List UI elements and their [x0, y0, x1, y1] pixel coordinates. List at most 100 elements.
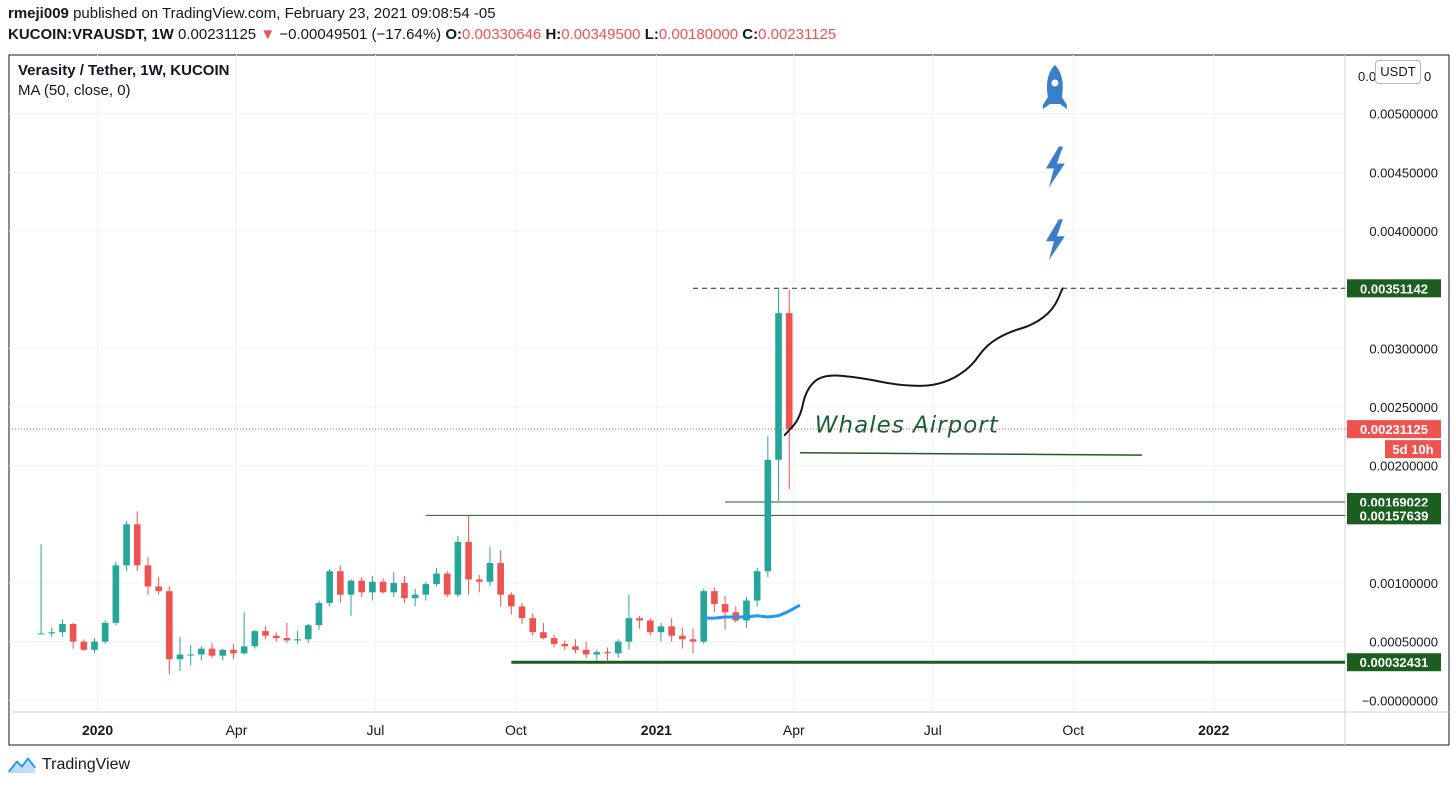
- candle-body: [80, 641, 88, 650]
- y-tick-label: 0.00450000: [1369, 165, 1438, 180]
- candle-body: [358, 580, 366, 593]
- ohlc-line: KUCOIN:VRAUSDT, 1W 0.00231125 ▼ −0.00049…: [8, 26, 836, 43]
- candle-body: [251, 631, 259, 647]
- published-text: published on TradingView.com, February 2…: [73, 5, 496, 22]
- footer-brand-text: TradingView: [42, 756, 131, 773]
- candle-body: [133, 524, 141, 566]
- candle-body: [347, 580, 355, 595]
- legend-title: Verasity / Tether, 1W, KUCOIN: [18, 62, 230, 79]
- y-tick-label: 0.00200000: [1369, 459, 1438, 474]
- candle-body: [646, 620, 654, 633]
- candle-body: [443, 573, 451, 595]
- price-label-text: 0.00157639: [1360, 508, 1429, 523]
- open-value: 0.00330646: [462, 26, 542, 43]
- candle-body: [240, 646, 248, 654]
- candle-body: [582, 649, 590, 655]
- candle-body: [518, 606, 526, 619]
- candle-body: [475, 579, 483, 582]
- author-name[interactable]: rmeji009: [8, 5, 69, 22]
- candle-body: [230, 649, 237, 654]
- open-label: O:: [445, 26, 463, 43]
- candle-body: [69, 624, 77, 642]
- candle-body: [198, 648, 205, 655]
- footer-brand[interactable]: TradingView: [8, 756, 130, 774]
- candle-body: [166, 591, 173, 660]
- candle-body: [465, 541, 472, 580]
- candle-body: [91, 641, 98, 650]
- x-tick-label: 2021: [641, 722, 672, 738]
- annotation-text: Whales Airport: [815, 412, 999, 438]
- price-label-box: [1347, 653, 1441, 672]
- y-tick-label: 0.00250000: [1369, 400, 1438, 415]
- candle-body: [668, 626, 675, 636]
- y-tick-label: −0.00000000: [1362, 693, 1438, 708]
- candle-body: [37, 633, 45, 635]
- candle-body: [422, 584, 430, 595]
- candle-body: [283, 638, 291, 641]
- trajectory-drawing: [783, 287, 1064, 437]
- symbol-label: KUCOIN:VRAUSDT, 1W: [8, 26, 174, 43]
- candle-body: [390, 582, 398, 593]
- price-label-box: [1347, 506, 1441, 525]
- candle-body: [272, 635, 280, 639]
- candle-body: [529, 618, 537, 633]
- candle-body: [700, 591, 708, 642]
- y-tick-label: 0.00300000: [1369, 341, 1438, 356]
- candle-body: [294, 639, 301, 641]
- candle-body: [144, 565, 152, 587]
- candle-body: [625, 618, 633, 642]
- low-value: 0.00180000: [658, 26, 739, 43]
- candle-body: [433, 573, 440, 585]
- price-label-text: 0.00032431: [1360, 655, 1429, 670]
- currency-unit-button[interactable]: USDT: [1375, 60, 1421, 84]
- x-tick-label: Oct: [505, 722, 527, 738]
- x-tick-label: Apr: [226, 722, 248, 738]
- change-value: −0.00049501 (−17.64%): [279, 26, 442, 43]
- y-tick-label: 0.00400000: [1369, 224, 1438, 239]
- y-tick-label: 0.00050000: [1369, 635, 1438, 650]
- candle-body: [593, 652, 601, 655]
- x-tick-label: Apr: [783, 722, 805, 738]
- annotation-underline: [799, 451, 1142, 456]
- candle-body: [486, 563, 494, 582]
- candle-body: [208, 648, 216, 656]
- candle-body: [604, 652, 611, 654]
- candle-body: [561, 643, 569, 647]
- chart-frame: [8, 54, 1450, 746]
- candle-body: [679, 635, 686, 640]
- candle-body: [572, 646, 579, 650]
- candle-body: [743, 600, 750, 621]
- candle-body: [508, 594, 515, 607]
- candle-body: [540, 632, 547, 639]
- publish-line: rmeji009 published on TradingView.com, F…: [8, 5, 496, 22]
- candle-body: [411, 594, 419, 599]
- candle-body: [187, 654, 195, 656]
- candle-body: [326, 571, 333, 603]
- candle-body: [176, 654, 184, 660]
- price-label-text: 0.00231125: [1360, 422, 1428, 437]
- candle-body: [711, 591, 718, 605]
- candle-body: [101, 622, 109, 642]
- candle-body: [219, 649, 227, 656]
- rocket-icon: [1042, 65, 1067, 110]
- candle-body: [304, 625, 312, 640]
- y-tick-label: 0.00500000: [1369, 107, 1438, 122]
- price-label-text: 0.00169022: [1360, 495, 1429, 510]
- x-tick-label: 2020: [82, 722, 113, 738]
- candle-body: [59, 624, 66, 633]
- legend-indicator[interactable]: MA (50, close, 0): [18, 82, 131, 99]
- down-arrow-icon: ▼: [260, 26, 276, 43]
- price-label-box: [1347, 279, 1441, 298]
- price-label-text: 0.00351142: [1360, 281, 1428, 296]
- candle-body: [614, 641, 622, 654]
- countdown-text: 5d 10h: [1392, 442, 1433, 457]
- lightning-icon: [1045, 146, 1065, 188]
- candle-body: [262, 631, 269, 636]
- candle-body: [48, 632, 56, 634]
- close-value: 0.00231125: [758, 26, 837, 43]
- lightning-icon: [1045, 219, 1065, 261]
- candle-body: [401, 582, 408, 599]
- candle-body: [337, 571, 344, 595]
- price-label-box: [1347, 420, 1441, 439]
